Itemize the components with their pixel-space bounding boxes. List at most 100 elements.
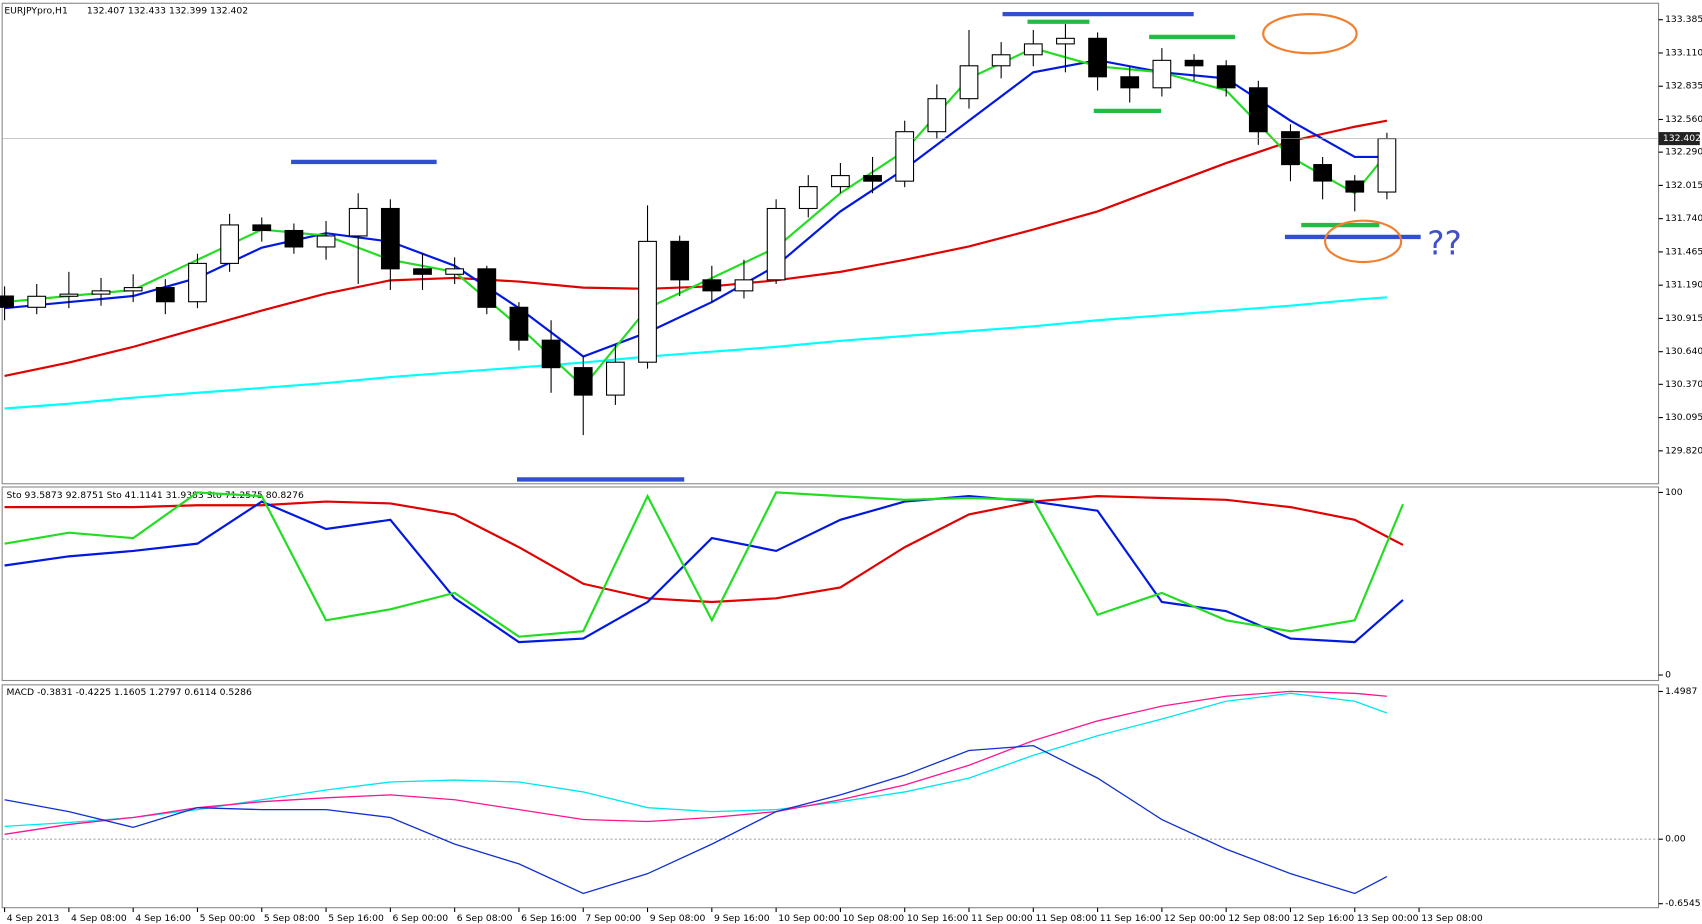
candle-body xyxy=(91,290,111,295)
candle-body xyxy=(1023,43,1043,56)
candle-body xyxy=(1281,131,1300,166)
candle-body xyxy=(509,306,529,341)
x-tick-label: 12 Sep 16:00 xyxy=(1293,913,1355,924)
x-tick-label: 11 Sep 00:00 xyxy=(971,913,1033,924)
x-tick-label: 10 Sep 00:00 xyxy=(778,913,840,924)
candle-body xyxy=(766,207,786,281)
y-tick-label: 130.640 xyxy=(1665,346,1702,357)
x-tick-label: 13 Sep 00:00 xyxy=(1357,913,1419,924)
candle-body xyxy=(252,224,272,232)
candle-body xyxy=(1152,59,1172,89)
candle-body xyxy=(348,207,368,237)
annotation: ?? xyxy=(1427,225,1462,263)
ohlc-values: 132.407 132.433 132.399 132.402 xyxy=(87,5,248,16)
candle-body xyxy=(477,268,497,308)
candle-body xyxy=(380,207,400,270)
main-panel xyxy=(1,2,1660,485)
y-tick-label: 100 xyxy=(1665,487,1683,498)
candle-body xyxy=(1056,37,1075,45)
candle-body xyxy=(1345,180,1365,193)
candle-body xyxy=(59,293,79,297)
y-tick-label: 129.820 xyxy=(1665,445,1702,456)
y-tick-label: 133.110 xyxy=(1665,47,1702,58)
x-tick-label: 12 Sep 00:00 xyxy=(1164,913,1226,924)
y-tick-label: 130.370 xyxy=(1665,379,1702,390)
candle-body xyxy=(188,262,207,303)
macd-title: MACD -0.3831 -0.4225 1.1605 1.2797 0.611… xyxy=(7,687,252,698)
x-tick-label: 9 Sep 08:00 xyxy=(650,913,706,924)
indicator-line xyxy=(4,690,1387,835)
candle-body xyxy=(863,175,882,182)
candle-body xyxy=(123,287,143,292)
stochastic-panel xyxy=(1,486,1660,682)
candle-body xyxy=(316,235,336,248)
y-tick-label: -0.6545 xyxy=(1665,898,1701,909)
y-tick-label: 0 xyxy=(1665,670,1671,681)
candle-body xyxy=(413,268,432,275)
indicator-line xyxy=(4,495,1404,604)
candle-body xyxy=(1313,164,1332,182)
price-box-label: 132.402 xyxy=(1663,133,1701,144)
y-tick-label: 132.560 xyxy=(1665,114,1702,125)
candle-body xyxy=(638,240,657,363)
x-tick-label: 4 Sep 08:00 xyxy=(71,913,127,924)
y-tick-label: 132.015 xyxy=(1665,180,1702,191)
x-tick-label: 6 Sep 00:00 xyxy=(393,913,449,924)
candle-body xyxy=(605,361,625,396)
indicator-line xyxy=(4,495,1404,644)
candle-body xyxy=(1088,37,1107,78)
x-tick-label: 9 Sep 16:00 xyxy=(714,913,770,924)
x-tick-label: 11 Sep 16:00 xyxy=(1100,913,1162,924)
y-tick-label: 131.740 xyxy=(1665,213,1702,224)
x-tick-label: 12 Sep 08:00 xyxy=(1228,913,1290,924)
candle-body xyxy=(927,98,947,133)
candle-body xyxy=(670,240,690,281)
symbol-title: EURJPYpro,H1 xyxy=(4,5,68,16)
drawn-levels xyxy=(291,11,1421,482)
candle-body xyxy=(702,279,722,292)
candle-body xyxy=(445,268,465,275)
y-tick-label: 132.290 xyxy=(1665,147,1702,158)
candle-body xyxy=(0,295,14,308)
x-tick-label: 7 Sep 00:00 xyxy=(585,913,641,924)
x-tick-label: 11 Sep 08:00 xyxy=(1035,913,1097,924)
x-tick-label: 13 Sep 08:00 xyxy=(1421,913,1483,924)
x-tick-label: 4 Sep 16:00 xyxy=(135,913,191,924)
x-tick-label: 5 Sep 00:00 xyxy=(200,913,256,924)
y-tick-label: 132.835 xyxy=(1665,81,1702,92)
y-tick-label: 130.095 xyxy=(1665,412,1702,423)
x-tick-label: 10 Sep 08:00 xyxy=(843,913,905,924)
price-box xyxy=(1658,132,1700,146)
y-tick-label: 130.915 xyxy=(1665,313,1702,324)
indicator-line xyxy=(4,296,1387,410)
y-tick-label: 131.190 xyxy=(1665,280,1702,291)
indicator-line xyxy=(4,491,1404,638)
candle-body xyxy=(541,339,561,369)
candle-body xyxy=(1377,138,1397,193)
candle-body xyxy=(220,224,239,264)
candle-body xyxy=(1248,87,1268,133)
stochastic-title: Sto 93.5873 92.8751 Sto 41.1141 31.9383 … xyxy=(7,490,305,501)
x-tick-label: 6 Sep 08:00 xyxy=(457,913,513,924)
candle-body xyxy=(573,367,593,396)
y-tick-label: 133.385 xyxy=(1665,14,1702,25)
candle-body xyxy=(1120,76,1140,89)
candle-body xyxy=(991,54,1011,67)
x-tick-label: 5 Sep 08:00 xyxy=(264,913,320,924)
x-tick-label: 4 Sep 2013 xyxy=(7,913,60,924)
candle-body xyxy=(1184,59,1204,67)
candle-body xyxy=(734,279,754,292)
macd-panel xyxy=(1,684,1660,909)
y-tick-label: 1.4987 xyxy=(1665,686,1697,697)
candle-body xyxy=(798,186,818,210)
candle-body xyxy=(895,131,915,182)
candle-body xyxy=(27,295,47,308)
candle-body xyxy=(284,229,304,248)
candle-body xyxy=(959,65,979,100)
x-tick-label: 5 Sep 16:00 xyxy=(328,913,384,924)
candle-body xyxy=(831,175,850,188)
y-tick-label: 0.00 xyxy=(1665,834,1686,845)
